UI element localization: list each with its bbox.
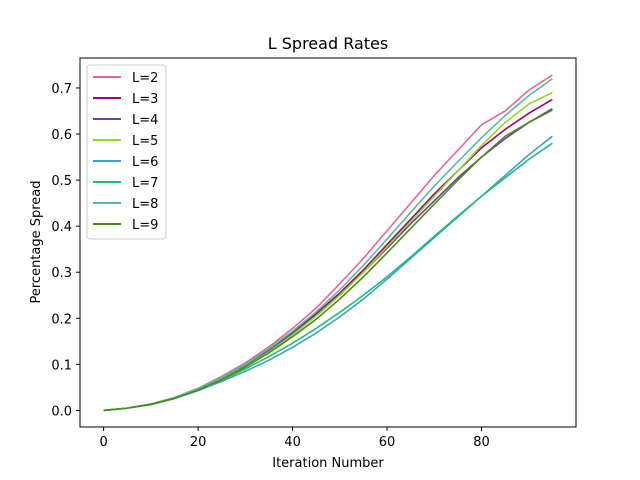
y-tick-label: 0.1	[51, 358, 72, 373]
x-tick-label: 80	[473, 435, 490, 450]
legend-label: L=6	[132, 155, 158, 170]
series-line-l-8	[103, 78, 553, 412]
legend-label: L=9	[132, 218, 158, 233]
legend-label: L=8	[132, 197, 158, 212]
x-axis-label: Iteration Number	[272, 456, 384, 471]
x-axis: 0 20 40 60 80	[99, 427, 490, 450]
legend: L=2 L=3 L=4 L=5 L=6 L=7 L=8 L=9	[86, 64, 167, 240]
legend-label: L=2	[132, 71, 158, 86]
series-line-l-9	[103, 109, 553, 412]
chart-title: L Spread Rates	[268, 34, 388, 53]
legend-label: L=4	[132, 113, 158, 128]
series-line-l-3	[103, 98, 553, 412]
series-line-l-6	[103, 135, 553, 412]
y-tick-label: 0.5	[51, 174, 72, 189]
plot-area-frame	[79, 57, 577, 428]
x-tick-label: 40	[284, 435, 301, 450]
y-tick-label: 0.2	[51, 312, 72, 327]
legend-box	[86, 64, 167, 240]
x-tick-label: 0	[99, 435, 107, 450]
y-tick-label: 0.6	[51, 128, 72, 143]
series-line-l-2	[103, 74, 553, 412]
x-tick-label: 60	[379, 435, 396, 450]
y-tick-label: 0.0	[51, 404, 72, 419]
y-axis-label: Percentage Spread	[29, 180, 44, 303]
y-tick-label: 0.7	[51, 82, 72, 97]
legend-label: L=7	[132, 176, 158, 191]
series-line-l-7	[103, 142, 553, 412]
y-axis: 0.0 0.1 0.2 0.3 0.4 0.5 0.6 0.7	[51, 82, 80, 419]
legend-label: L=3	[132, 92, 158, 107]
y-tick-label: 0.4	[51, 220, 72, 235]
x-tick-label: 20	[190, 435, 207, 450]
legend-label: L=5	[132, 134, 158, 149]
series-line-l-5	[103, 91, 553, 412]
y-tick-label: 0.3	[51, 266, 72, 281]
series-layer	[103, 74, 553, 412]
